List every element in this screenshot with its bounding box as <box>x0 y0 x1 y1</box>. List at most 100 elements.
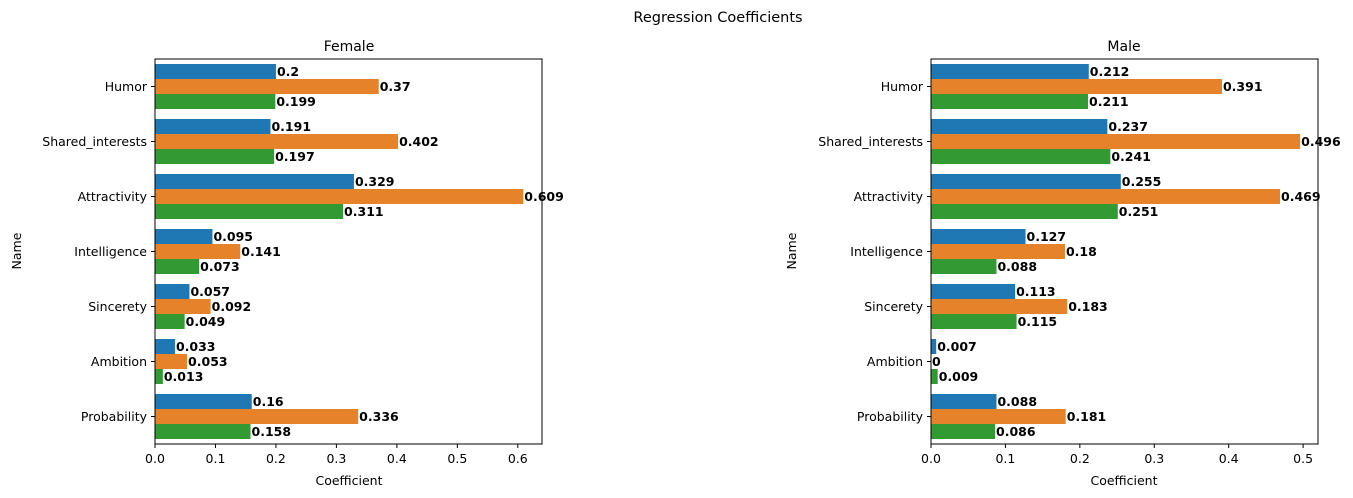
male-bar-probability-s1 <box>931 394 997 409</box>
male-panel: Male 0.212 0.391 0.211 0.237 0.496 0.241 0.255… <box>784 39 1341 488</box>
female-ytick-label-attractivity: Attractivity <box>78 189 148 204</box>
female-xtick-label-2: 0.2 <box>266 451 286 466</box>
female-ytick-label-shared-interests: Shared_interests <box>42 134 147 149</box>
male-data-label-ambition-s2: 0 <box>932 354 941 369</box>
female-data-label-humor-s3: 0.199 <box>276 94 316 109</box>
male-data-label-attractivity-s1: 0.255 <box>1122 174 1162 189</box>
male-data-label-ambition-s1: 0.007 <box>937 339 977 354</box>
female-bar-shared-interests-s1 <box>155 119 271 134</box>
male-data-label-probability-s1: 0.088 <box>997 394 1037 409</box>
male-bar-sincerety-s2 <box>931 299 1068 314</box>
male-xtick-label-2: 0.2 <box>1070 451 1090 466</box>
male-data-label-humor-s1: 0.212 <box>1090 64 1130 79</box>
female-data-label-probability-s2: 0.336 <box>359 409 399 424</box>
female-data-label-sincerety-s3: 0.049 <box>186 314 226 329</box>
female-ytick-label-intelligence: Intelligence <box>74 244 147 259</box>
female-ytick-label-sincerety: Sincerety <box>88 299 147 314</box>
male-panel-title: Male <box>1107 39 1140 55</box>
female-data-label-shared-interests-s2: 0.402 <box>399 134 439 149</box>
female-bar-humor-s2 <box>155 79 379 94</box>
male-xtick-label-5: 0.5 <box>1293 451 1313 466</box>
female-bar-intelligence-s1 <box>155 229 213 244</box>
male-ytick-label-intelligence: Intelligence <box>850 244 923 259</box>
female-bar-probability-s1 <box>155 394 252 409</box>
female-ytick-label-humor: Humor <box>105 79 148 94</box>
female-data-label-shared-interests-s3: 0.197 <box>275 149 315 164</box>
female-bar-humor-s1 <box>155 64 276 79</box>
female-xtick-label-6: 0.6 <box>508 451 528 466</box>
female-xtick-label-0: 0.0 <box>145 451 165 466</box>
female-data-label-humor-s1: 0.2 <box>277 64 299 79</box>
male-bar-attractivity-s2 <box>931 189 1281 204</box>
male-data-label-probability-s3: 0.086 <box>996 424 1036 439</box>
male-xtick-label-3: 0.3 <box>1144 451 1164 466</box>
female-data-label-attractivity-s1: 0.329 <box>355 174 395 189</box>
female-bar-sincerety-s2 <box>155 299 211 314</box>
female-data-label-shared-interests-s1: 0.191 <box>271 119 311 134</box>
male-x-axis-label: Coefficient <box>1090 473 1157 488</box>
male-bar-intelligence-s1 <box>931 229 1026 244</box>
female-y-ticks: Humor Shared_interests Attractivity Intelli… <box>42 79 155 424</box>
male-bar-probability-s2 <box>931 409 1066 424</box>
female-xtick-label-4: 0.4 <box>387 451 407 466</box>
male-data-label-sincerety-s3: 0.115 <box>1018 314 1058 329</box>
female-x-axis-label: Coefficient <box>315 473 382 488</box>
female-panel-title: Female <box>324 39 375 55</box>
female-data-label-probability-s1: 0.16 <box>253 394 284 409</box>
male-bar-intelligence-s3 <box>931 259 997 274</box>
female-data-label-ambition-s3: 0.013 <box>164 369 204 384</box>
female-bar-attractivity-s1 <box>155 174 354 189</box>
female-bar-shared-interests-s3 <box>155 149 275 164</box>
male-ytick-label-humor: Humor <box>881 79 924 94</box>
female-bar-attractivity-s3 <box>155 204 344 219</box>
male-y-axis-label: Name <box>784 232 799 269</box>
female-bar-ambition-s3 <box>155 369 163 384</box>
female-bar-intelligence-s3 <box>155 259 200 274</box>
male-bar-intelligence-s2 <box>931 244 1065 259</box>
male-bar-probability-s3 <box>931 424 996 439</box>
female-data-label-ambition-s1: 0.033 <box>176 339 216 354</box>
female-bar-sincerety-s1 <box>155 284 190 299</box>
male-ytick-label-shared-interests: Shared_interests <box>818 134 923 149</box>
female-bar-sincerety-s3 <box>155 314 185 329</box>
male-bar-attractivity-s3 <box>931 204 1118 219</box>
male-xtick-label-4: 0.4 <box>1219 451 1239 466</box>
male-bar-attractivity-s1 <box>931 174 1121 189</box>
female-data-label-ambition-s2: 0.053 <box>188 354 228 369</box>
male-data-label-probability-s2: 0.181 <box>1067 409 1107 424</box>
male-bar-humor-s1 <box>931 64 1089 79</box>
male-ytick-label-sincerety: Sincerety <box>864 299 923 314</box>
male-bar-shared-interests-s2 <box>931 134 1301 149</box>
female-data-label-probability-s3: 0.158 <box>252 424 292 439</box>
male-data-label-intelligence-s1: 0.127 <box>1027 229 1067 244</box>
male-ytick-label-attractivity: Attractivity <box>854 189 924 204</box>
male-data-label-intelligence-s3: 0.088 <box>997 259 1037 274</box>
male-data-label-intelligence-s2: 0.18 <box>1066 244 1097 259</box>
female-data-label-intelligence-s2: 0.141 <box>241 244 281 259</box>
male-ytick-label-ambition: Ambition <box>867 354 923 369</box>
male-bar-sincerety-s1 <box>931 284 1016 299</box>
female-bar-shared-interests-s2 <box>155 134 399 149</box>
female-bars: 0.2 0.37 0.199 0.191 0.402 0.197 0.329 0.609 0.3… <box>155 64 564 439</box>
male-data-label-humor-s3: 0.211 <box>1089 94 1129 109</box>
male-data-label-shared-interests-s2: 0.496 <box>1301 134 1341 149</box>
female-data-label-sincerety-s1: 0.057 <box>190 284 230 299</box>
male-bar-shared-interests-s1 <box>931 119 1108 134</box>
male-data-label-sincerety-s1: 0.113 <box>1016 284 1056 299</box>
female-bar-attractivity-s2 <box>155 189 524 204</box>
male-data-label-shared-interests-s1: 0.237 <box>1108 119 1148 134</box>
female-data-label-sincerety-s2: 0.092 <box>212 299 252 314</box>
female-x-ticks: 0.0 0.1 0.2 0.3 0.4 0.5 0.6 <box>145 444 528 466</box>
female-data-label-attractivity-s3: 0.311 <box>344 204 384 219</box>
male-bars: 0.212 0.391 0.211 0.237 0.496 0.241 0.255 0.469… <box>931 64 1341 439</box>
female-panel: Female 0.20.370.1990.1910.4020.1970.3290… <box>9 39 564 488</box>
female-bar-ambition-s2 <box>155 354 188 369</box>
female-data-label-attractivity-s2: 0.609 <box>524 189 564 204</box>
figure-title: Regression Coefficients <box>633 10 802 26</box>
male-data-label-attractivity-s2: 0.469 <box>1281 189 1321 204</box>
female-xtick-label-1: 0.1 <box>206 451 226 466</box>
male-bar-ambition-s1 <box>931 339 937 354</box>
male-bar-ambition-s3 <box>931 369 938 384</box>
male-data-label-shared-interests-s3: 0.241 <box>1111 149 1151 164</box>
